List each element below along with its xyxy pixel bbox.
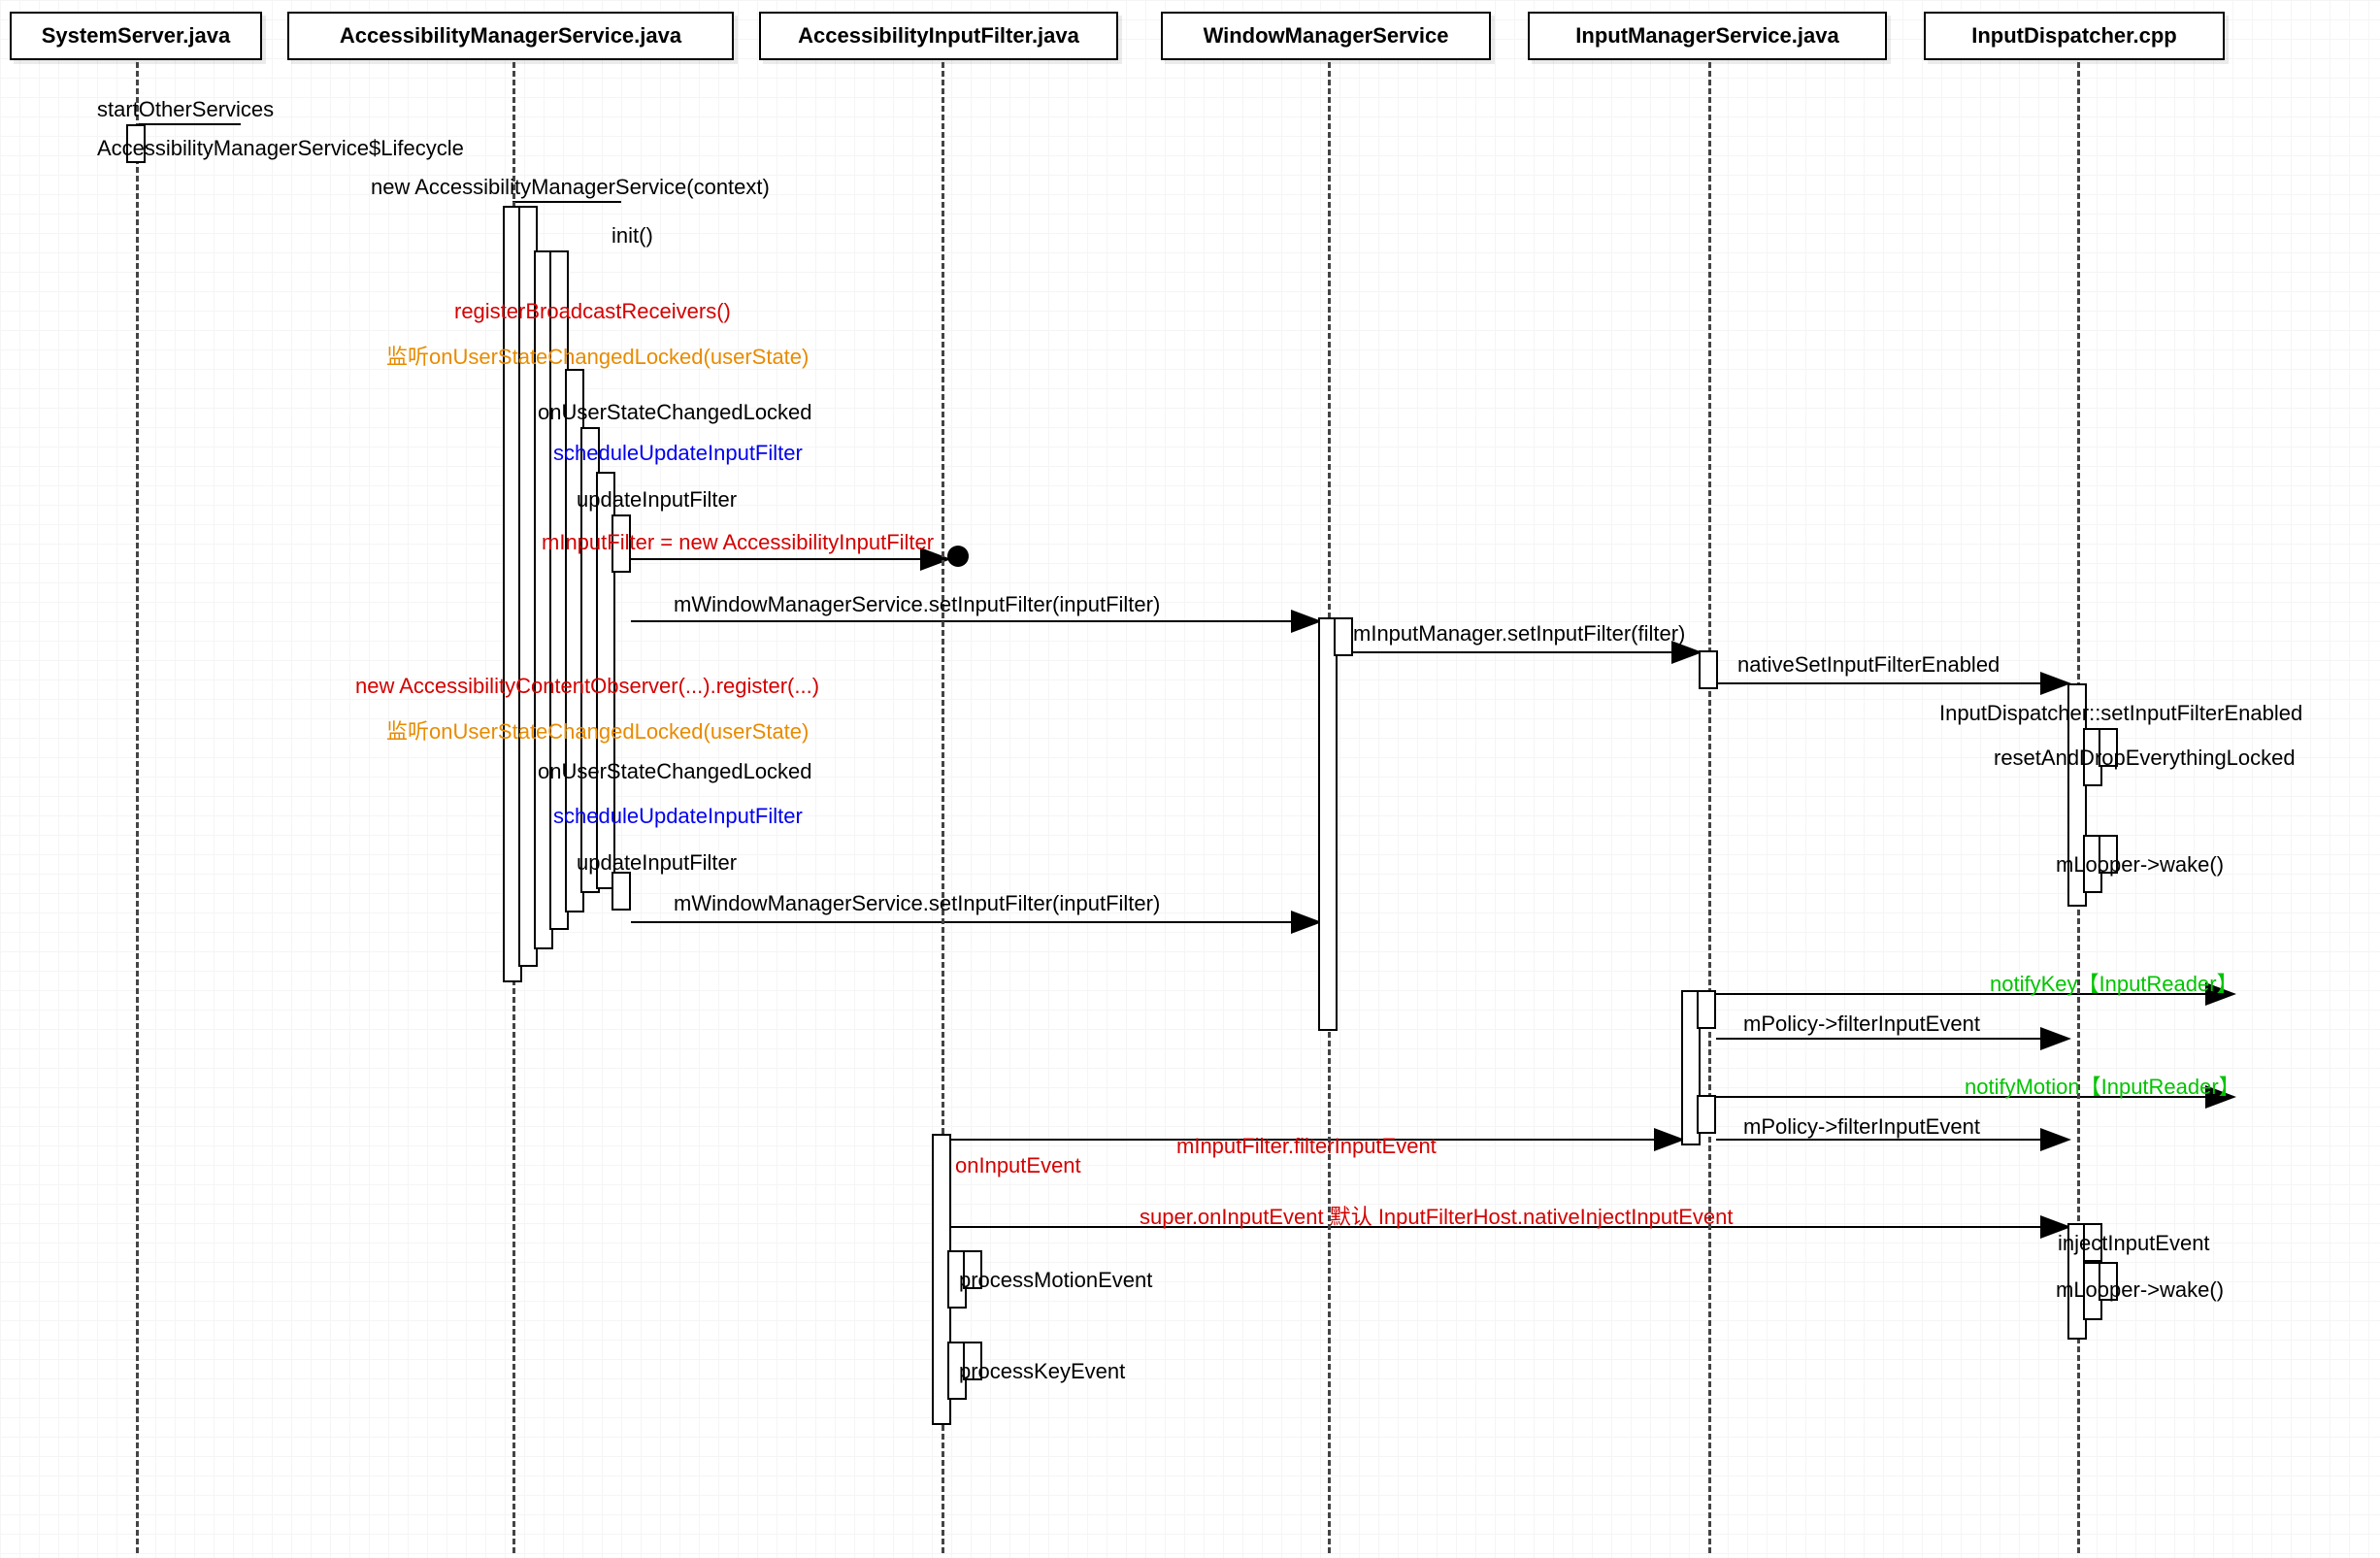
message-label-23: mPolicy->filterInputEvent — [1743, 1011, 1980, 1037]
participant-AMS: AccessibilityManagerService.java — [287, 12, 734, 60]
message-label-31: processMotionEvent — [959, 1268, 1152, 1293]
message-label-32: processKeyEvent — [959, 1359, 1125, 1384]
lifeline-IMS — [1708, 62, 1711, 1553]
participant-ID: InputDispatcher.cpp — [1924, 12, 2225, 60]
message-label-2: new AccessibilityManagerService(context) — [371, 175, 770, 200]
message-label-14: resetAndDropEverythingLocked — [1994, 746, 2296, 771]
message-label-4: registerBroadcastReceivers() — [454, 299, 731, 324]
activation-15 — [1697, 1095, 1716, 1134]
message-label-20: updateInputFilter — [577, 850, 737, 876]
found-message-dot-0 — [947, 546, 969, 567]
activation-11 — [1334, 617, 1353, 656]
message-label-5: 监听onUserStateChangedLocked(userState) — [386, 340, 809, 371]
message-label-1: AccessibilityManagerService$Lifecycle — [97, 136, 464, 161]
message-label-19: scheduleUpdateInputFilter — [553, 804, 803, 829]
activation-10 — [1318, 617, 1338, 1031]
activation-14 — [1697, 990, 1716, 1029]
participant-IMS: InputManagerService.java — [1528, 12, 1887, 60]
activation-9 — [612, 872, 631, 911]
arrow-layer — [0, 0, 2380, 1558]
message-label-29: injectInputEvent — [2058, 1231, 2210, 1256]
message-label-8: updateInputFilter — [577, 487, 737, 513]
message-label-22: notifyKey【InputReader】 — [1990, 967, 2238, 998]
message-label-25: mPolicy->filterInputEvent — [1743, 1114, 1980, 1140]
message-label-3: init() — [612, 223, 653, 249]
message-label-15: mLooper->wake() — [2056, 852, 2224, 878]
message-label-17: 监听onUserStateChangedLocked(userState) — [386, 714, 809, 746]
message-label-11: mInputManager.setInputFilter(filter) — [1353, 621, 1685, 646]
message-label-30: mLooper->wake() — [2056, 1277, 2224, 1303]
message-label-7: scheduleUpdateInputFilter — [553, 441, 803, 466]
message-label-9: mInputFilter = new AccessibilityInputFil… — [542, 530, 934, 555]
lifeline-SystemServer — [136, 62, 139, 1553]
participant-SystemServer: SystemServer.java — [10, 12, 262, 60]
message-label-0: startOtherServices — [97, 97, 274, 122]
message-label-13: InputDispatcher::setInputFilterEnabled — [1939, 701, 2302, 726]
activation-12 — [1699, 650, 1718, 689]
message-label-24: notifyMotion【InputReader】 — [1965, 1070, 2240, 1101]
message-label-6: onUserStateChangedLocked — [538, 400, 812, 425]
message-label-27: onInputEvent — [955, 1153, 1081, 1178]
message-label-26: mInputFilter.filterInputEvent — [1176, 1134, 1437, 1159]
message-label-28: super.onInputEvent 默认 InputFilterHost.na… — [1140, 1200, 1733, 1231]
message-label-16: new AccessibilityContentObserver(...).re… — [355, 674, 819, 699]
participant-AIF: AccessibilityInputFilter.java — [759, 12, 1118, 60]
message-label-21: mWindowManagerService.setInputFilter(inp… — [674, 891, 1160, 916]
message-label-12: nativeSetInputFilterEnabled — [1737, 652, 2000, 678]
message-label-18: onUserStateChangedLocked — [538, 759, 812, 784]
message-label-10: mWindowManagerService.setInputFilter(inp… — [674, 592, 1160, 617]
participant-WMS: WindowManagerService — [1161, 12, 1491, 60]
